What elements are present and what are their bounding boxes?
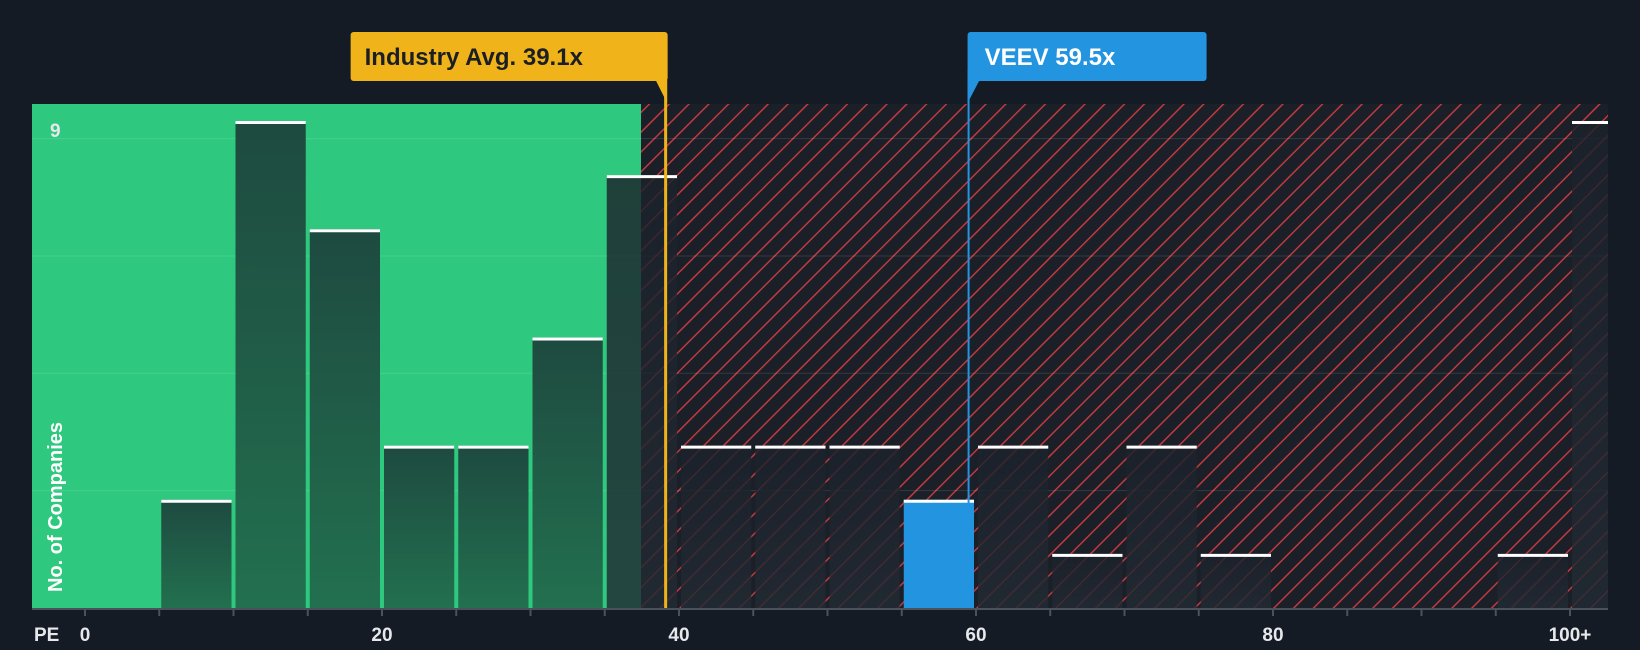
bar-body [903, 499, 974, 608]
x-tick-label: 100+ [1549, 625, 1592, 646]
bar [532, 337, 603, 608]
company-callout [967, 32, 1207, 81]
bar-body [1572, 121, 1608, 608]
bar [458, 445, 529, 608]
bar [1126, 445, 1197, 608]
bar-body [755, 445, 826, 608]
bar [829, 445, 900, 608]
x-tick-label: 80 [1262, 625, 1283, 646]
bar-highlight [903, 499, 974, 608]
bar [235, 121, 306, 608]
x-axis-prefix: PE [34, 625, 59, 646]
bar-body [1200, 553, 1271, 608]
y-max-label: 9 [50, 121, 61, 142]
bar-body [1126, 445, 1197, 608]
x-tick-label: 20 [371, 625, 392, 646]
x-tick-label: 60 [965, 625, 986, 646]
bar [384, 445, 455, 608]
bar-body [681, 445, 752, 608]
x-tick-label: 0 [80, 625, 91, 646]
bar [1052, 553, 1123, 608]
bar-body [235, 121, 306, 608]
bar [1497, 553, 1568, 608]
bar [161, 499, 232, 608]
bar [1200, 553, 1271, 608]
bar [681, 445, 752, 608]
industry-avg-callout [350, 32, 668, 81]
x-tick-label: 40 [668, 625, 689, 646]
company-marker: VEEV 59.5x [967, 32, 1207, 608]
bar-body [384, 445, 455, 608]
x-axis-ticks: 0 20 40 60 80 100+ [80, 609, 1592, 646]
bar-body [1497, 553, 1568, 608]
bar [309, 229, 380, 608]
y-axis-label: No. of Companies [45, 422, 67, 592]
bar-body [1052, 553, 1123, 608]
bar-body [532, 337, 603, 608]
company-label: VEEV 59.5x [985, 44, 1116, 71]
bar-body [458, 445, 529, 608]
bar-body [161, 499, 232, 608]
bars [161, 121, 1608, 608]
bar [1572, 121, 1608, 608]
bar [755, 445, 826, 608]
bar [978, 445, 1049, 608]
industry-avg-marker: Industry Avg. 39.1x [350, 32, 668, 608]
industry-avg-label: Industry Avg. 39.1x [365, 44, 584, 71]
bar-body [978, 445, 1049, 608]
bar-body [829, 445, 900, 608]
bar-body [309, 229, 380, 608]
